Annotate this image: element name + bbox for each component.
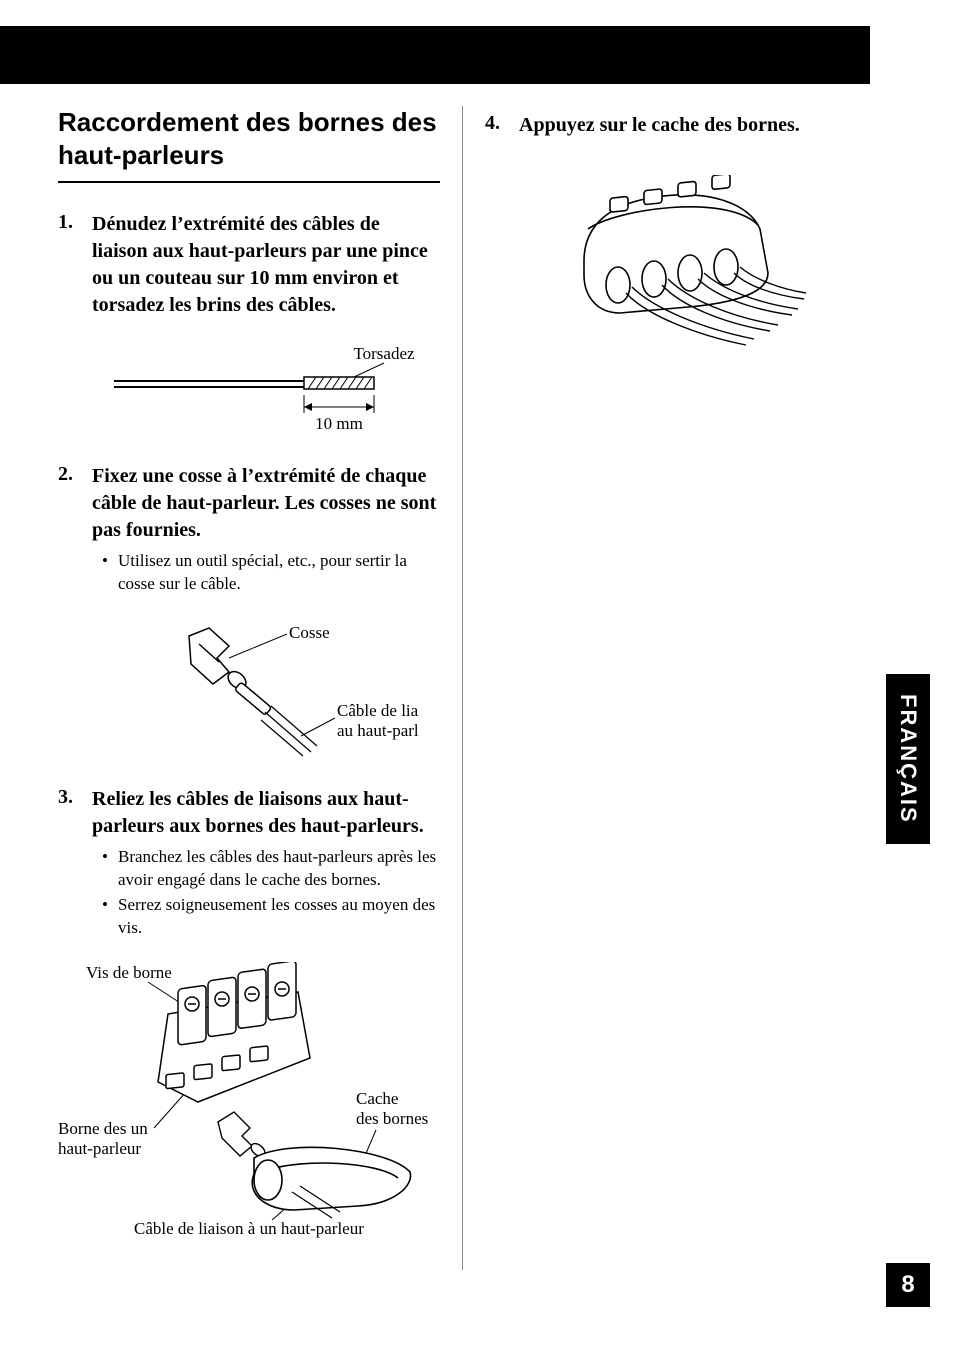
label-cover-a: Cache [356, 1089, 398, 1108]
right-column: 4. Appuyez sur le cache des bornes. [462, 106, 866, 1270]
label-lead-2a: Câble de liaison [337, 701, 419, 720]
label-lead-3: Câble de liaison à un haut-parleur [134, 1219, 364, 1238]
step-3-body: Reliez les câbles de liaisons aux haut-p… [92, 786, 440, 942]
left-column: Raccordement des bornes des haut-parleur… [58, 106, 462, 1270]
section-title: Raccordement des bornes des haut-parleur… [58, 106, 440, 183]
step-4: 4. Appuyez sur le cache des bornes. [485, 112, 866, 145]
step-2-bullets: Utilisez un outil spécial, etc., pour se… [92, 550, 440, 596]
step-1: 1. Dénudez l’extrémité des câbles de lia… [58, 211, 440, 325]
label-cosse: Cosse [289, 623, 330, 642]
figure-strip-wire: Torsadez [58, 345, 440, 435]
label-torsadez: Torsadez [353, 345, 414, 363]
page-number: 8 [901, 1271, 914, 1299]
step-3-number: 3. [58, 786, 92, 942]
step-3-bullet-1: Branchez les câbles des haut-parleurs ap… [106, 846, 440, 892]
label-terminal-b: haut-parleur [58, 1139, 141, 1158]
step-3-title: Reliez les câbles de liaisons aux haut-p… [92, 786, 440, 840]
step-3-bullet-2: Serrez soigneusement les cosses au moyen… [106, 894, 440, 940]
figure-terminal-open: Vis de borne Borne des un haut-parleur C… [58, 962, 440, 1242]
figure-lug: Cosse Câble de liaison [58, 618, 440, 758]
label-screw: Vis de borne [86, 963, 172, 982]
step-2-body: Fixez une cosse à l’extrémité de chaque … [92, 463, 440, 598]
step-1-title: Dénudez l’extrémité des câbles de liaiso… [92, 211, 440, 319]
label-cover-b: des bornes [356, 1109, 428, 1128]
step-1-body: Dénudez l’extrémité des câbles de liaiso… [92, 211, 440, 325]
header-black-bar [0, 26, 870, 84]
page-number-box: 8 [886, 1263, 930, 1307]
figure-terminal-closed [485, 175, 866, 355]
step-1-number: 1. [58, 211, 92, 325]
step-3: 3. Reliez les câbles de liaisons aux hau… [58, 786, 440, 942]
step-2-number: 2. [58, 463, 92, 598]
language-tab: FRANÇAIS [886, 674, 930, 844]
label-10mm: 10 mm [315, 414, 363, 433]
step-3-bullets: Branchez les câbles des haut-parleurs ap… [92, 846, 440, 940]
language-tab-text: FRANÇAIS [895, 694, 921, 824]
label-terminal-a: Borne des un [58, 1119, 148, 1138]
step-2-title: Fixez une cosse à l’extrémité de chaque … [92, 463, 440, 544]
step-4-body: Appuyez sur le cache des bornes. [519, 112, 866, 145]
step-4-number: 4. [485, 112, 519, 145]
label-lead-2b: au haut-parleur [337, 721, 419, 740]
step-2: 2. Fixez une cosse à l’extrémité de chaq… [58, 463, 440, 598]
page: Raccordement des bornes des haut-parleur… [0, 0, 954, 1355]
step-4-title: Appuyez sur le cache des bornes. [519, 112, 866, 139]
step-2-bullet-1: Utilisez un outil spécial, etc., pour se… [106, 550, 440, 596]
content-columns: Raccordement des bornes des haut-parleur… [58, 106, 886, 1270]
